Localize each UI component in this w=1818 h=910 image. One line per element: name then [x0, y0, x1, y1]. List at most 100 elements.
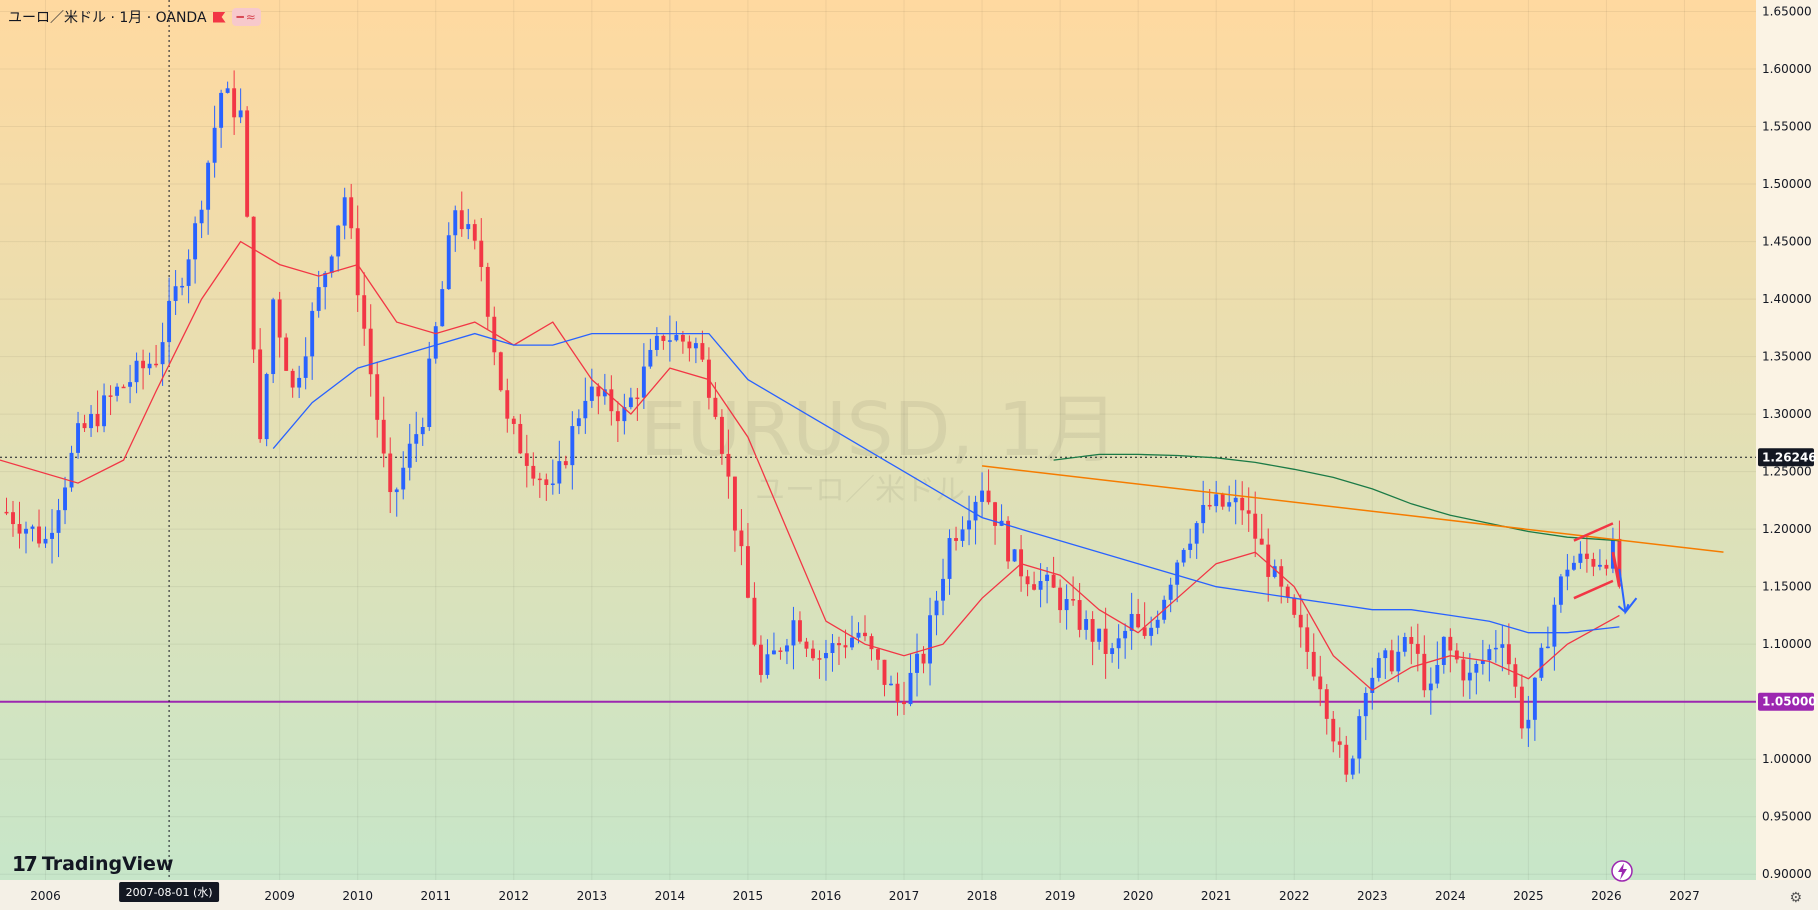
candle-body [745, 546, 750, 598]
time-tick-label: 2006 [30, 889, 61, 903]
candle [1474, 660, 1479, 695]
candle-body [303, 356, 308, 378]
candle [752, 582, 757, 647]
candle [882, 659, 887, 697]
candle-body [908, 672, 913, 705]
candle [745, 523, 750, 599]
candle [550, 459, 555, 495]
candle [1545, 626, 1550, 649]
candle [355, 205, 360, 312]
candle-body [297, 377, 302, 388]
candle-body [368, 328, 373, 375]
candle [180, 277, 185, 296]
candle-body [641, 366, 646, 398]
candle-body [1409, 637, 1414, 644]
candle [102, 383, 107, 433]
candle-body [427, 358, 432, 428]
candle-body [1558, 576, 1563, 605]
candle [1344, 735, 1349, 783]
symbol-title[interactable]: ユーロ／米ドル · 1月 · OANDA [8, 10, 207, 26]
candle-body [1604, 564, 1609, 569]
flag-icon[interactable] [212, 11, 226, 23]
candle [453, 205, 458, 252]
candle-body [1058, 587, 1063, 611]
chip-line[interactable]: ━ [236, 10, 244, 24]
tradingview-logo[interactable]: 17 TradingView [12, 852, 173, 876]
candle-body [1025, 576, 1030, 585]
candle [537, 472, 542, 498]
candle-body [24, 528, 28, 534]
candle [726, 429, 731, 499]
candle-body [739, 530, 744, 547]
candle-body [765, 654, 770, 675]
candle [1136, 598, 1141, 629]
candle-body [1422, 653, 1427, 691]
candle [154, 344, 159, 368]
candle-body [1506, 644, 1511, 665]
candle [362, 272, 367, 346]
candle [1467, 653, 1472, 700]
crosshair-price-label: 1.26246 [1762, 450, 1817, 464]
price-tick-label: 1.10000 [1762, 637, 1812, 651]
candle-body [472, 224, 477, 241]
candle-body [1350, 758, 1355, 775]
candle-body [706, 359, 711, 398]
candle [830, 634, 835, 672]
candle-body [1051, 574, 1056, 588]
candle [843, 629, 848, 659]
candle [310, 302, 315, 380]
candle [1461, 651, 1466, 697]
candle [316, 270, 321, 318]
plot-background [0, 0, 1756, 880]
price-tick-label: 1.65000 [1762, 5, 1812, 19]
candle [1097, 628, 1102, 650]
candle-body [1480, 660, 1485, 664]
candle [674, 321, 679, 342]
chip-approx[interactable]: ≈ [245, 10, 256, 24]
time-tick-label: 2017 [889, 889, 920, 903]
candle [186, 249, 191, 304]
candle-body [1032, 584, 1037, 590]
candle-body [1487, 649, 1492, 661]
candle [661, 334, 666, 350]
candle [375, 361, 380, 438]
candle [1285, 584, 1290, 603]
gear-icon[interactable]: ⚙ [1789, 890, 1802, 906]
candle-body [1279, 566, 1284, 587]
candle-body [687, 341, 692, 349]
candles[interactable] [4, 70, 1622, 783]
indicator-chips[interactable]: ━ ≈ [231, 8, 261, 26]
candle-body [661, 335, 666, 341]
candle-body [1175, 562, 1180, 585]
candle-body [1077, 600, 1082, 630]
candle [648, 338, 653, 369]
candle [17, 501, 22, 549]
candle-body [1272, 566, 1277, 577]
candle-body [147, 363, 152, 369]
candle [271, 297, 276, 384]
drawings[interactable] [981, 465, 1724, 615]
time-tick-label: 2014 [655, 889, 686, 903]
candle-body [921, 653, 926, 664]
candle [37, 509, 41, 548]
candle-body [362, 295, 367, 329]
candle-body [329, 256, 334, 273]
lightning-icon[interactable] [1611, 860, 1633, 882]
chart-header: ユーロ／米ドル · 1月 · OANDA ━ ≈ [8, 6, 261, 28]
time-tick-label: 2022 [1279, 889, 1310, 903]
candle [89, 405, 94, 437]
price-tick-label: 0.95000 [1762, 810, 1812, 824]
candle [388, 437, 393, 514]
candle-body [1305, 627, 1310, 652]
candle [869, 633, 874, 661]
candle-body [524, 453, 529, 466]
candle-body [1344, 744, 1349, 775]
candle-body [778, 650, 783, 652]
candle [1363, 687, 1368, 741]
candle [1571, 555, 1576, 571]
candle [954, 526, 958, 551]
candle-body [375, 374, 380, 420]
candle [863, 615, 867, 642]
candle-body [180, 285, 185, 288]
